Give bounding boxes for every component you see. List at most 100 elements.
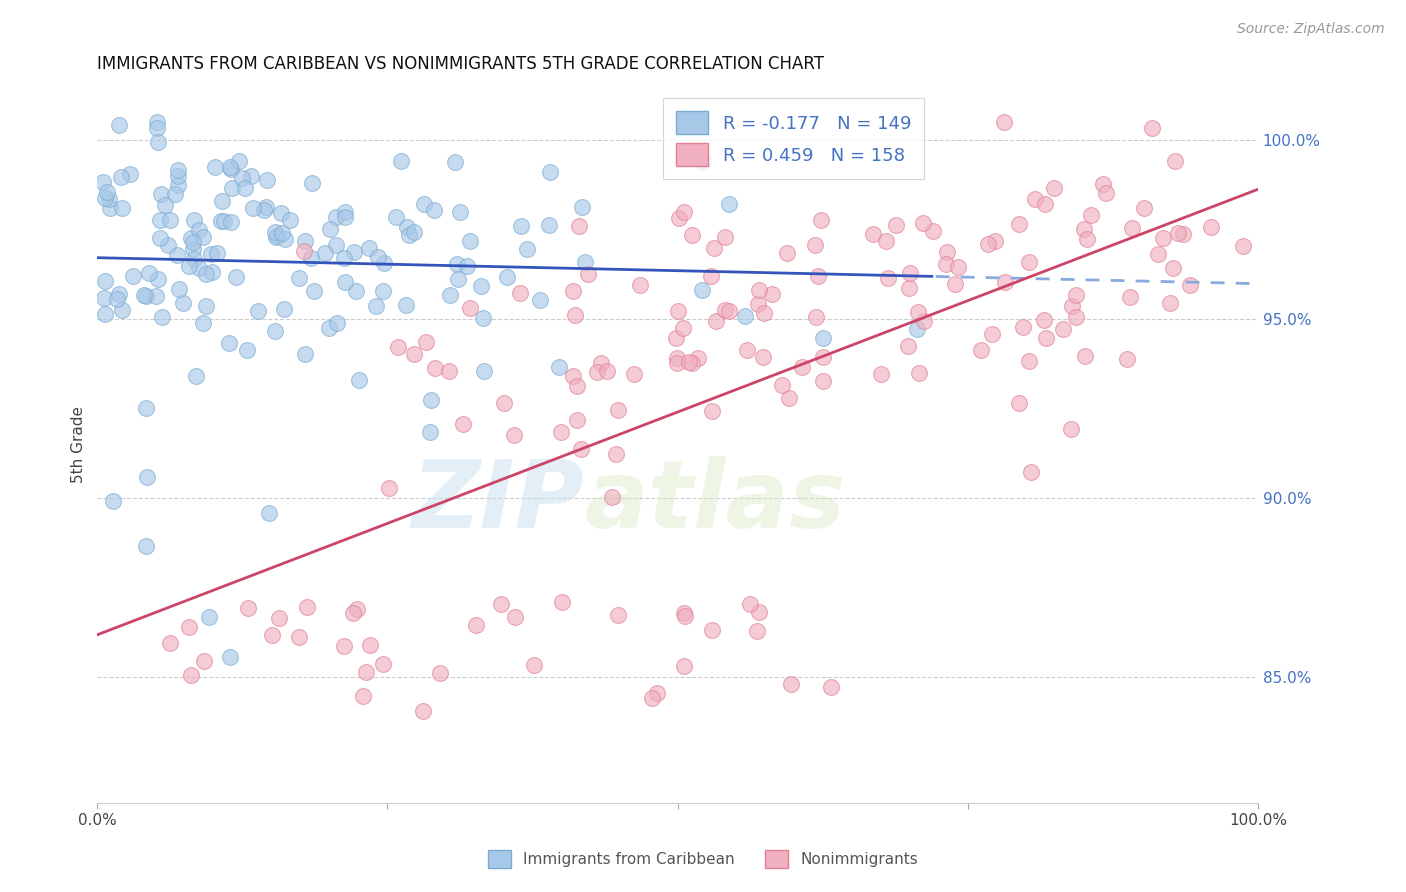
Point bbox=[1164, 154, 1187, 169]
Legend: Immigrants from Caribbean, Nonimmigrants: Immigrants from Caribbean, Nonimmigrants bbox=[482, 844, 924, 873]
Point bbox=[395, 298, 418, 312]
Point bbox=[180, 231, 202, 245]
Point bbox=[266, 228, 288, 243]
Point bbox=[523, 657, 546, 672]
Y-axis label: 5th Grade: 5th Grade bbox=[72, 406, 86, 483]
Point bbox=[912, 313, 935, 327]
Point bbox=[204, 160, 226, 174]
Point bbox=[247, 304, 270, 318]
Point bbox=[503, 609, 526, 624]
Point bbox=[157, 238, 180, 252]
Point bbox=[295, 599, 318, 614]
Point bbox=[429, 666, 451, 681]
Point bbox=[623, 367, 645, 381]
Point bbox=[181, 243, 204, 257]
Point bbox=[509, 285, 531, 300]
Point bbox=[862, 227, 884, 241]
Point bbox=[294, 234, 316, 248]
Point bbox=[1060, 422, 1083, 436]
Point bbox=[167, 169, 190, 184]
Point bbox=[1007, 217, 1029, 231]
Point bbox=[423, 202, 446, 217]
Point bbox=[668, 211, 690, 225]
Point bbox=[877, 271, 900, 285]
Point bbox=[628, 278, 651, 293]
Point bbox=[905, 322, 928, 336]
Point bbox=[1066, 287, 1088, 301]
Point bbox=[294, 347, 316, 361]
Point bbox=[576, 267, 599, 281]
Point bbox=[565, 413, 588, 427]
Point bbox=[671, 320, 693, 334]
Point bbox=[745, 624, 768, 638]
Point bbox=[146, 114, 169, 128]
Point bbox=[118, 167, 141, 181]
Point bbox=[266, 229, 288, 244]
Point bbox=[346, 602, 368, 616]
Point bbox=[121, 268, 143, 283]
Point bbox=[209, 214, 232, 228]
Point bbox=[146, 135, 169, 149]
Point bbox=[200, 246, 222, 260]
Point bbox=[704, 314, 727, 328]
Point bbox=[747, 297, 769, 311]
Point bbox=[172, 296, 194, 310]
Point bbox=[425, 361, 447, 376]
Point bbox=[451, 417, 474, 431]
Point bbox=[1033, 312, 1056, 326]
Point bbox=[280, 212, 302, 227]
Point bbox=[299, 251, 322, 265]
Point bbox=[177, 259, 200, 273]
Point bbox=[790, 359, 813, 374]
Point bbox=[449, 205, 471, 219]
Point bbox=[183, 252, 205, 266]
Point bbox=[201, 265, 224, 279]
Point bbox=[489, 597, 512, 611]
Point bbox=[195, 299, 218, 313]
Point bbox=[1232, 238, 1254, 252]
Point bbox=[470, 278, 492, 293]
Point bbox=[325, 210, 347, 224]
Point bbox=[811, 374, 834, 388]
Point bbox=[221, 181, 243, 195]
Point bbox=[257, 506, 280, 520]
Point bbox=[302, 284, 325, 298]
Point bbox=[93, 307, 115, 321]
Point bbox=[236, 600, 259, 615]
Point bbox=[1074, 349, 1097, 363]
Point bbox=[751, 350, 773, 364]
Point bbox=[367, 250, 389, 264]
Point bbox=[108, 118, 131, 132]
Point bbox=[373, 285, 395, 299]
Point bbox=[1035, 331, 1057, 345]
Text: ZIP: ZIP bbox=[412, 456, 585, 548]
Point bbox=[1133, 201, 1156, 215]
Point bbox=[564, 308, 586, 322]
Text: IMMIGRANTS FROM CARIBBEAN VS NONIMMIGRANTS 5TH GRADE CORRELATION CHART: IMMIGRANTS FROM CARIBBEAN VS NONIMMIGRAN… bbox=[97, 55, 824, 73]
Point bbox=[1116, 351, 1139, 366]
Point bbox=[574, 255, 596, 269]
Point bbox=[692, 155, 714, 169]
Point bbox=[908, 366, 931, 380]
Point bbox=[922, 224, 945, 238]
Point bbox=[1121, 221, 1143, 235]
Point bbox=[242, 201, 264, 215]
Point bbox=[287, 630, 309, 644]
Point bbox=[946, 260, 969, 274]
Point bbox=[333, 210, 356, 224]
Point bbox=[342, 607, 364, 621]
Point bbox=[193, 654, 215, 668]
Point bbox=[548, 359, 571, 374]
Point bbox=[198, 610, 221, 624]
Point bbox=[419, 393, 441, 408]
Point bbox=[1118, 290, 1140, 304]
Point bbox=[460, 301, 482, 315]
Point bbox=[181, 235, 204, 249]
Point bbox=[107, 287, 129, 301]
Point bbox=[447, 272, 470, 286]
Point bbox=[897, 339, 920, 353]
Point bbox=[761, 286, 783, 301]
Point bbox=[734, 309, 756, 323]
Point bbox=[665, 331, 688, 345]
Point bbox=[516, 243, 538, 257]
